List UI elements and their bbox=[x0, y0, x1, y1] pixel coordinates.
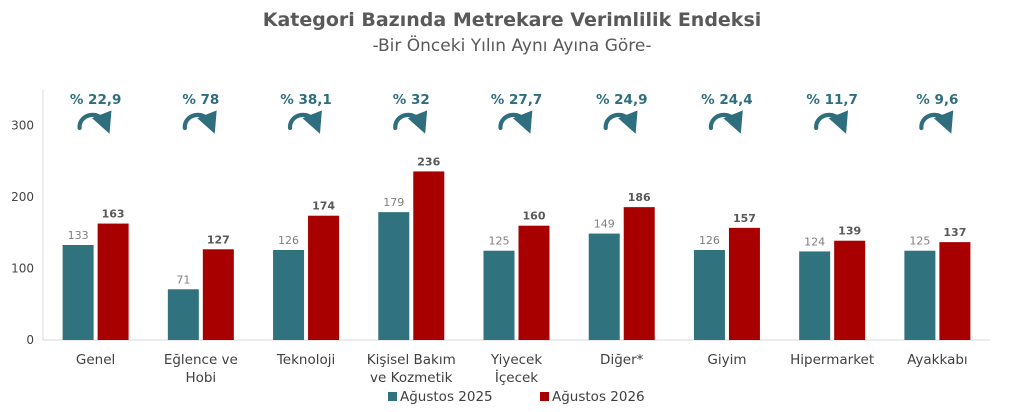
legend-swatch-series2 bbox=[540, 392, 549, 401]
x-tick-label: Diğer* bbox=[600, 352, 644, 368]
trend-arrow-icon bbox=[182, 110, 217, 134]
chart-marks: 133 163 Genel % 22,9 71 127 Eğlence ve Hobi % 78… bbox=[62, 92, 971, 386]
bar-series2 bbox=[728, 227, 760, 340]
bar-series1 bbox=[483, 250, 515, 340]
bar-series1 bbox=[588, 233, 620, 340]
data-label-series1: 133 bbox=[68, 229, 89, 242]
trend-arrow-icon bbox=[919, 110, 954, 134]
change-label: % 9,6 bbox=[916, 92, 958, 108]
legend: Ağustos 2025 Ağustos 2026 bbox=[388, 389, 645, 405]
y-tick-label: 300 bbox=[11, 119, 34, 133]
data-label-series2: 186 bbox=[628, 191, 651, 204]
bar-series2 bbox=[623, 207, 655, 340]
change-label: % 11,7 bbox=[806, 92, 858, 108]
x-tick-label: Kişisel Bakım ve Kozmetik bbox=[367, 352, 456, 386]
data-label-series2: 160 bbox=[523, 210, 546, 223]
chart-title: Kategori Bazında Metrekare Verimlilik En… bbox=[263, 9, 762, 31]
data-label-series1: 71 bbox=[176, 273, 190, 286]
trend-arrow-icon bbox=[603, 110, 638, 134]
change-label: % 38,1 bbox=[280, 92, 332, 108]
y-tick-label: 0 bbox=[26, 333, 34, 347]
data-label-series1: 126 bbox=[278, 234, 299, 247]
bar-series1 bbox=[904, 250, 936, 340]
data-label-series2: 127 bbox=[207, 233, 230, 246]
x-tick-label: Eğlence ve Hobi bbox=[164, 352, 238, 386]
change-label: % 78 bbox=[182, 92, 219, 108]
x-tick-label: Teknoloji bbox=[276, 352, 335, 368]
trend-arrow-icon bbox=[393, 110, 428, 134]
data-label-series2: 236 bbox=[417, 155, 440, 168]
bar-series1 bbox=[693, 250, 725, 340]
bar-series1 bbox=[378, 212, 410, 340]
legend-swatch-series1 bbox=[388, 392, 397, 401]
legend-label-series1: Ağustos 2025 bbox=[400, 389, 493, 405]
change-label: % 24,4 bbox=[701, 92, 753, 108]
bar-series2 bbox=[834, 240, 866, 340]
trend-arrow-icon bbox=[287, 110, 322, 134]
data-label-series2: 174 bbox=[312, 200, 335, 213]
change-label: % 22,9 bbox=[70, 92, 122, 108]
trend-arrow-icon bbox=[708, 110, 743, 134]
data-label-series2: 139 bbox=[838, 225, 861, 238]
data-label-series1: 124 bbox=[804, 235, 825, 248]
x-tick-label: Genel bbox=[76, 352, 115, 368]
legend-label-series2: Ağustos 2026 bbox=[552, 389, 645, 405]
y-tick-label: 100 bbox=[11, 262, 34, 276]
data-label-series2: 163 bbox=[102, 208, 125, 221]
x-tick-label: Yiyecek İçecek bbox=[490, 352, 543, 386]
bar-series1 bbox=[799, 251, 831, 340]
data-label-series1: 126 bbox=[699, 234, 720, 247]
bar-series1 bbox=[167, 289, 199, 340]
bar-series2 bbox=[939, 242, 971, 340]
trend-arrow-icon bbox=[498, 110, 533, 134]
bar-series2 bbox=[518, 225, 550, 340]
bar-series2 bbox=[97, 223, 129, 340]
trend-arrow-icon bbox=[77, 110, 112, 134]
bar-series2 bbox=[202, 249, 234, 340]
x-tick-label: Ayakkabı bbox=[907, 352, 968, 368]
trend-arrow-icon bbox=[814, 110, 848, 134]
data-label-series1: 179 bbox=[383, 196, 404, 209]
bar-series2 bbox=[413, 171, 445, 340]
data-label-series1: 125 bbox=[909, 235, 930, 248]
y-tick-label: 200 bbox=[11, 190, 34, 204]
data-label-series1: 149 bbox=[594, 218, 615, 231]
bar-series1 bbox=[62, 245, 94, 340]
data-label-series2: 157 bbox=[733, 212, 756, 225]
bar-series2 bbox=[308, 215, 340, 340]
x-tick-label: Giyim bbox=[707, 352, 746, 368]
change-label: % 32 bbox=[393, 92, 430, 108]
data-label-series1: 125 bbox=[489, 235, 510, 248]
bar-series1 bbox=[273, 250, 305, 340]
x-tick-label: Hipermarket bbox=[790, 352, 874, 368]
axes: 0 100 200 300 bbox=[11, 90, 990, 347]
data-label-series2: 137 bbox=[943, 226, 966, 239]
change-label: % 27,7 bbox=[491, 92, 543, 108]
change-label: % 24,9 bbox=[596, 92, 648, 108]
chart-subtitle: -Bir Önceki Yılın Aynı Ayına Göre- bbox=[372, 34, 651, 56]
